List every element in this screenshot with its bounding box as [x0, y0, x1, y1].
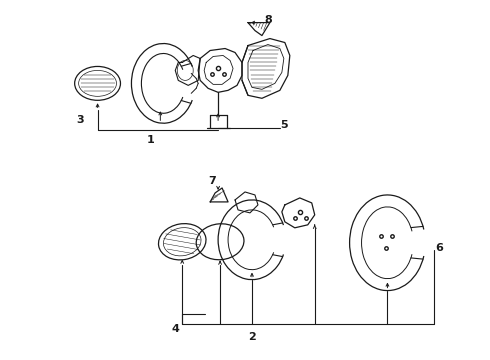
Text: 1: 1 [147, 135, 154, 145]
Text: 2: 2 [248, 332, 256, 342]
Text: 5: 5 [280, 120, 288, 130]
Text: 8: 8 [264, 15, 272, 24]
Text: 4: 4 [172, 324, 179, 334]
Text: 6: 6 [435, 243, 443, 253]
Text: 7: 7 [208, 176, 216, 186]
Text: 3: 3 [76, 115, 83, 125]
